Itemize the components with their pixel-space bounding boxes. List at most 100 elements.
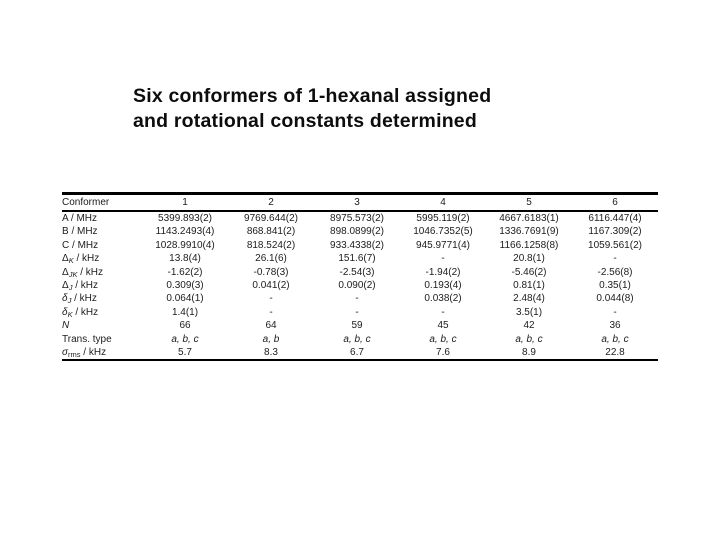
row-label: ΔJK / kHz — [62, 266, 104, 279]
slide-title: Six conformers of 1-hexanal assigned and… — [133, 84, 491, 134]
cell-value: 0.309(3) — [166, 280, 204, 292]
row-label: δJ / kHz — [62, 293, 97, 306]
cell-value: 2.48(4) — [513, 293, 545, 305]
cell-value: 6.7 — [314, 346, 400, 362]
row-label: ΔK / kHz — [62, 253, 100, 266]
table-row: ΔJK / kHz -1.62(2) -0.78(3) -2.54(3) -1.94(2… — [62, 266, 658, 279]
cell-value: -1.94(2) — [425, 266, 461, 278]
cell-value: - — [355, 293, 359, 305]
table-row: δJ / kHz 0.064(1) - - 0.038(2) 2.48(4) 0.044(8… — [62, 292, 658, 305]
cell-value: -2.54(3) — [339, 266, 375, 278]
column-header-3: 3 — [314, 192, 400, 212]
cell-value: a, b, c — [429, 333, 457, 345]
table-row: δK / kHz 1.4(1) - - - 3.5(1) - — [62, 306, 658, 319]
cell-value: 22.8 — [572, 346, 658, 362]
cell-value: a, b, c — [601, 333, 629, 345]
cell-value: 66 — [179, 320, 191, 332]
cell-value: 5995.119(2) — [416, 213, 470, 224]
cell-value: 0.35(1) — [599, 280, 631, 292]
cell-value: 1143.2493(4) — [155, 226, 215, 238]
row-label: ΔJ / kHz — [62, 280, 98, 293]
cell-value: 26.1(6) — [255, 253, 287, 265]
column-header-5: 5 — [486, 192, 572, 212]
cell-value: 13.8(4) — [169, 253, 201, 265]
cell-value: 5399.893(2) — [158, 213, 212, 224]
column-header-4: 4 — [400, 192, 486, 212]
cell-value: 1166.1258(8) — [499, 239, 559, 251]
table-row: A / MHz 5399.893(2) 9769.644(2) 8975.573(2)… — [62, 211, 658, 225]
cell-value: - — [613, 253, 617, 265]
cell-value: - — [269, 293, 273, 305]
cell-value: -2.56(8) — [597, 266, 633, 278]
title-line-2: and rotational constants determined — [133, 110, 477, 132]
cell-value: 45 — [437, 320, 449, 332]
table-row: ΔJ / kHz 0.309(3) 0.041(2) 0.090(2) 0.193(4)… — [62, 279, 658, 292]
title-line-1: Six conformers of 1-hexanal assigned — [133, 85, 492, 107]
conformer-table: Conformer 1 2 3 4 5 6 A / MHz 5399.893(2) 9769.6… — [62, 192, 658, 362]
cell-value: 945.9771(4) — [416, 239, 470, 251]
cell-value: 0.193(4) — [424, 280, 462, 292]
cell-value: 6116.447(4) — [588, 213, 642, 224]
cell-value: a, b — [262, 333, 280, 345]
cell-value: 59 — [351, 320, 363, 332]
cell-value: 868.841(2) — [246, 226, 296, 238]
cell-value: 1167.309(2) — [588, 226, 642, 238]
cell-value: - — [441, 306, 445, 318]
cell-value: 898.0899(2) — [330, 226, 384, 238]
cell-value: -5.46(2) — [511, 266, 547, 278]
cell-value: a, b, c — [515, 333, 543, 345]
cell-value: 8.3 — [228, 346, 314, 362]
row-label: N — [62, 320, 70, 332]
cell-value: 5.7 — [142, 346, 228, 362]
header-row: Conformer 1 2 3 4 5 6 — [62, 192, 658, 212]
cell-value: 64 — [265, 320, 277, 332]
cell-value: - — [441, 253, 445, 265]
cell-value: 0.038(2) — [424, 293, 462, 305]
cell-value: 7.6 — [400, 346, 486, 362]
cell-value: 1046.7352(5) — [413, 226, 473, 238]
cell-value: 1059.561(2) — [588, 239, 642, 251]
column-header-1: 1 — [142, 192, 228, 212]
column-header-6: 6 — [572, 192, 658, 212]
cell-value: 20.8(1) — [513, 253, 545, 265]
table-header: Conformer 1 2 3 4 5 6 — [62, 192, 658, 212]
cell-value: - — [269, 306, 273, 318]
cell-value: 3.5(1) — [515, 306, 543, 318]
table-row: C / MHz 1028.9910(4) 818.524(2) 933.4338(2)… — [62, 239, 658, 252]
cell-value: 933.4338(2) — [330, 239, 384, 251]
cell-value: 0.090(2) — [338, 280, 376, 292]
cell-value: a, b, c — [343, 333, 371, 345]
cell-value: - — [355, 306, 359, 318]
cell-value: 0.81(1) — [513, 280, 545, 292]
cell-value: 8.9 — [486, 346, 572, 362]
cell-value: - — [613, 306, 617, 318]
row-label: Trans. type — [62, 333, 112, 345]
cell-value: 0.064(1) — [166, 293, 204, 305]
cell-value: 4667.6183(1) — [499, 213, 559, 224]
cell-value: 151.6(7) — [338, 253, 376, 265]
cell-value: 0.041(2) — [252, 280, 290, 292]
row-label: B / MHz — [62, 226, 98, 238]
cell-value: -1.62(2) — [167, 266, 203, 278]
cell-value: 818.524(2) — [246, 239, 296, 251]
cell-value: 1336.7691(9) — [499, 226, 559, 238]
column-header-2: 2 — [228, 192, 314, 212]
row-label: C / MHz — [62, 239, 99, 251]
table-row: N 66 64 59 45 42 36 — [62, 319, 658, 332]
cell-value: 9769.644(2) — [244, 213, 298, 224]
row-label: A / MHz — [62, 213, 98, 224]
table-row: B / MHz 1143.2493(4) 868.841(2) 898.0899(2)… — [62, 225, 658, 238]
row-label: δK / kHz — [62, 306, 99, 319]
cell-value: 42 — [523, 320, 535, 332]
cell-value: 1028.9910(4) — [155, 239, 215, 251]
cell-value: -0.78(3) — [253, 266, 289, 278]
table-row: Trans. type a, b, c a, b a, b, c a, b, c a, b… — [62, 333, 658, 346]
cell-value: a, b, c — [171, 333, 199, 345]
column-header-conformer: Conformer — [62, 192, 142, 212]
cell-value: 1.4(1) — [171, 306, 199, 318]
cell-value: 8975.573(2) — [330, 213, 384, 224]
row-label: σrms / kHz — [62, 346, 142, 362]
table-row: ΔK / kHz 13.8(4) 26.1(6) 151.6(7) - 20.8(1) - — [62, 252, 658, 265]
cell-value: 36 — [609, 320, 621, 332]
